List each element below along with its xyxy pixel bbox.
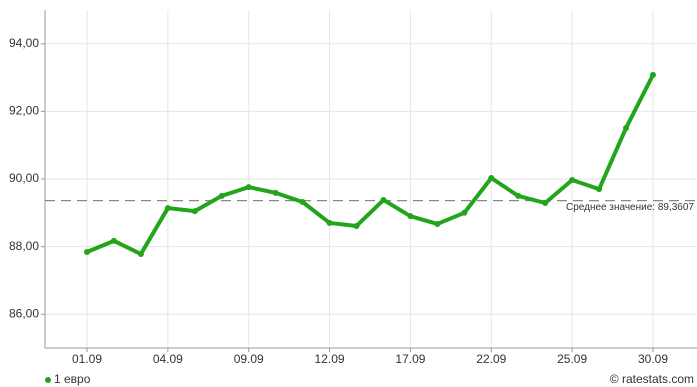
point — [245, 184, 252, 191]
point — [461, 209, 468, 216]
point — [434, 220, 441, 227]
point — [191, 208, 198, 215]
point — [515, 192, 522, 199]
credit: © ratestats.com — [610, 372, 694, 386]
point — [407, 213, 414, 220]
point — [326, 219, 333, 226]
y-tick-label: 90,00 — [9, 171, 39, 185]
legend-marker — [45, 377, 51, 383]
y-tick-label: 88,00 — [9, 239, 39, 253]
average-label: Среднее значение: 89,3607 — [566, 202, 694, 213]
x-tick-label: 30.09 — [638, 352, 668, 366]
point — [110, 237, 117, 244]
legend-label: 1 евро — [54, 372, 91, 386]
point — [596, 186, 603, 193]
point — [84, 249, 90, 256]
point — [623, 124, 630, 131]
y-tick-label: 94,00 — [9, 36, 39, 50]
y-tick-label: 86,00 — [9, 306, 39, 320]
series-line — [86, 73, 655, 257]
point — [299, 198, 306, 205]
y-tick-label: 92,00 — [9, 104, 39, 118]
x-tick-label: 09.09 — [234, 352, 264, 366]
point — [488, 174, 495, 181]
x-tick-label: 17.09 — [395, 352, 425, 366]
point — [164, 205, 171, 212]
point — [542, 199, 549, 206]
point — [353, 222, 360, 229]
point — [218, 192, 225, 199]
point — [272, 189, 279, 196]
point — [137, 251, 144, 258]
x-tick-label: 12.09 — [315, 352, 345, 366]
point — [569, 177, 576, 184]
x-tick-label: 04.09 — [153, 352, 183, 366]
x-tick-label: 01.09 — [72, 352, 102, 366]
x-tick-label: 25.09 — [557, 352, 587, 366]
point — [380, 196, 387, 203]
x-tick-label: 22.09 — [476, 352, 506, 366]
point — [650, 71, 656, 78]
